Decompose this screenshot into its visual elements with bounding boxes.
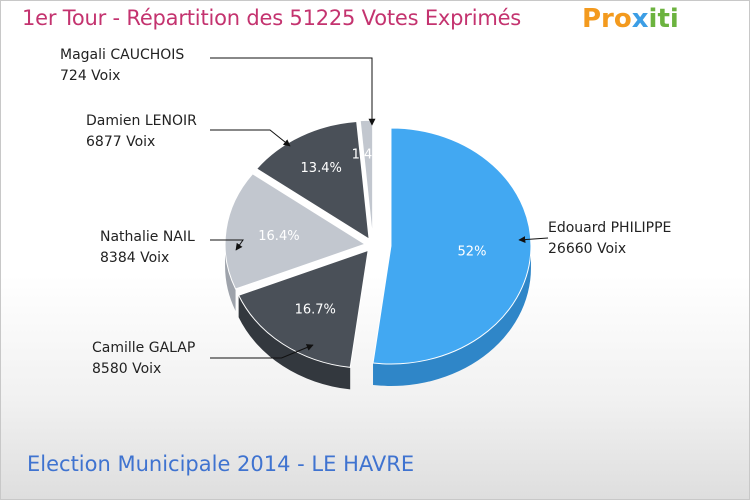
label-philippe: Edouard PHILIPPE 26660 Voix <box>548 218 671 260</box>
label-galap: Camille GALAP 8580 Voix <box>92 338 195 380</box>
label-nail: Nathalie NAIL 8384 Voix <box>100 227 195 269</box>
label-cauchois-votes: 724 Voix <box>60 68 121 84</box>
leader-line-0 <box>518 236 549 244</box>
chart-title: 1er Tour - Répartition des 51225 Votes E… <box>22 6 522 30</box>
pie-slice-2 <box>224 173 367 290</box>
footer-caption: Election Municipale 2014 - LE HAVRE <box>27 452 415 476</box>
label-lenoir-votes: 6877 Voix <box>86 134 156 150</box>
leader-lines <box>210 57 549 359</box>
leader-line-4 <box>210 57 376 126</box>
label-galap-name: Camille GALAP <box>92 340 196 356</box>
logo-part-1: Pro <box>582 4 632 34</box>
pie-slice-1 <box>237 249 369 368</box>
pie-pct-label-4: 1.4% <box>352 147 385 162</box>
pie-slice-3 <box>255 120 370 241</box>
pie-pct-label-3: 13.4% <box>301 161 342 176</box>
label-philippe-name: Edouard PHILIPPE <box>548 220 672 236</box>
pie-pct-label-1: 16.7% <box>295 302 336 317</box>
label-nail-votes: 8384 Voix <box>100 250 170 266</box>
pie-tops: 52% 16.7% 16.4% 13.4% 1.4% <box>224 119 532 368</box>
label-cauchois-name: Magali CAUCHOIS <box>60 47 185 63</box>
label-lenoir: Damien LENOIR 6877 Voix <box>86 111 197 153</box>
logo-part-3: iti <box>648 4 679 34</box>
label-nail-name: Nathalie NAIL <box>100 229 195 245</box>
pie-slice-0 <box>372 127 532 365</box>
pie-slice-side-0 <box>373 245 531 386</box>
label-cauchois: Magali CAUCHOIS 724 Voix <box>60 45 184 87</box>
leader-line-3 <box>210 129 291 147</box>
label-lenoir-name: Damien LENOIR <box>86 113 197 129</box>
label-galap-votes: 8580 Voix <box>92 361 162 377</box>
pie-pct-label-2: 16.4% <box>258 229 299 244</box>
leader-line-2 <box>210 239 244 251</box>
leader-line-1 <box>210 344 314 359</box>
proxiti-logo[interactable]: Proxiti <box>582 4 679 34</box>
pie-pct-label-0: 52% <box>458 244 487 259</box>
logo-part-2: x <box>631 4 649 34</box>
pie-slice-side-1 <box>238 295 351 390</box>
label-philippe-votes: 26660 Voix <box>548 241 627 257</box>
